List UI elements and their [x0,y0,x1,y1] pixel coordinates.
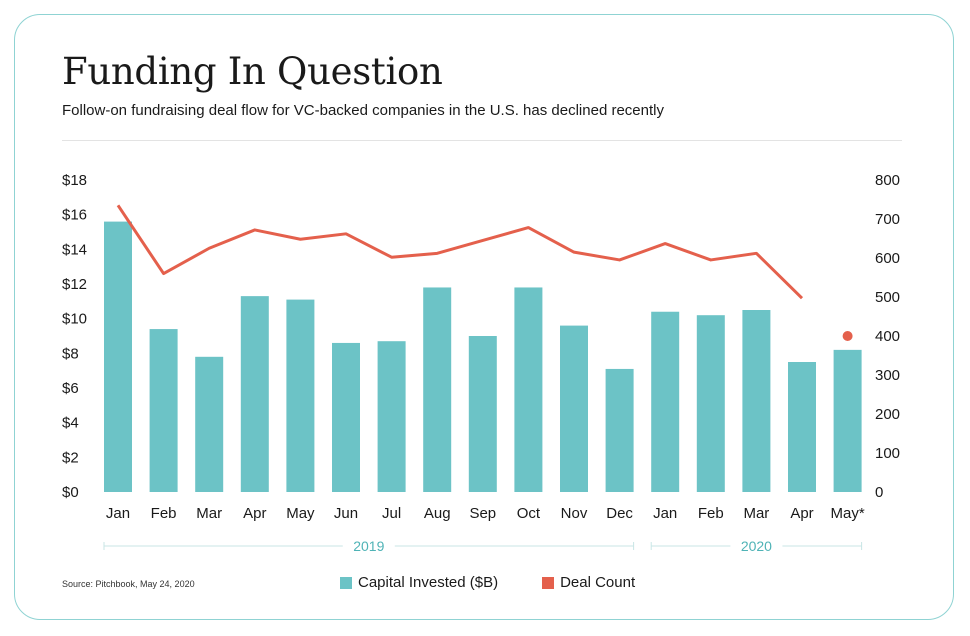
x-axis-tick-label: Dec [606,505,633,522]
x-axis-tick-label: Nov [561,505,588,522]
x-axis-tick-label: Mar [743,505,769,522]
bar [332,342,360,492]
x-axis-tick-label: Apr [243,505,266,522]
x-axis-tick-label: Aug [424,505,451,522]
left-axis-tick-label: $18 [62,172,87,189]
legend-swatch-deals [542,576,555,589]
bar [240,296,269,492]
bar [605,368,634,492]
right-axis-tick-label: 300 [875,367,900,384]
x-axis-tick-label: May [286,505,315,522]
deal-count-point [842,331,853,341]
deal-count-line [116,204,804,300]
left-axis-tick-label: $2 [62,449,79,466]
title-divider [62,140,902,141]
x-axis-tick-label: Jan [653,505,677,522]
x-axis-tick-label: Jul [382,505,401,522]
left-axis-tick-label: $0 [62,484,79,501]
left-axis-tick-label: $6 [62,380,79,397]
bar [104,221,132,492]
bar [468,336,497,492]
x-axis-tick-label: May* [831,505,865,522]
x-axis-tick-label: Jun [334,505,358,522]
x-axis-tick-label: Mar [196,505,222,522]
bar [833,349,862,492]
left-axis-tick-label: $16 [62,207,87,224]
x-axis-tick-label: Sep [469,505,496,522]
x-axis-tick-label: Oct [517,505,541,522]
chart-subtitle: Follow-on fundraising deal flow for VC-b… [62,102,664,119]
x-axis-tick-label: Jan [106,505,130,522]
x-axis-tick-label: Feb [151,505,177,522]
right-axis-tick-label: 100 [875,445,900,462]
left-axis-tick-label: $14 [62,241,87,258]
right-axis-tick-label: 800 [875,172,900,189]
right-axis-tick-label: 600 [875,250,900,267]
legend-label-deals: Deal Count [560,574,636,591]
left-axis-tick-label: $4 [62,415,79,432]
x-axis-tick-label: Feb [698,505,724,522]
x-axis-tick-label: Apr [790,505,813,522]
bar [423,287,452,492]
bar [560,325,588,492]
bar [651,311,680,492]
source-note: Source: Pitchbook, May 24, 2020 [62,579,195,589]
legend-item-deals: Deal Count [542,574,635,591]
legend: Capital Invested ($B) Deal Count [340,574,635,591]
right-axis-tick-label: 400 [875,328,900,345]
left-axis-tick-label: $12 [62,276,87,293]
bar [742,310,771,492]
bar [195,356,224,492]
right-axis-tick-label: 700 [875,211,900,228]
right-axis-tick-label: 500 [875,289,900,306]
chart-title: Funding In Question [62,50,443,93]
bar [377,341,406,492]
bar [788,362,816,492]
left-axis-tick-label: $10 [62,311,87,328]
legend-swatch-capital [340,576,352,589]
bar [286,299,315,492]
year-group-label: 2019 [353,538,384,554]
year-group-label: 2020 [741,538,772,554]
left-axis-tick-label: $8 [62,345,79,362]
bar [149,329,178,492]
legend-item-capital: Capital Invested ($B) [340,574,498,591]
right-axis-tick-label: 200 [875,406,900,423]
bar [514,287,543,492]
right-axis-tick-label: 0 [875,484,883,501]
legend-label-capital: Capital Invested ($B) [358,574,499,591]
bar [696,315,725,492]
chart-card [14,14,954,620]
